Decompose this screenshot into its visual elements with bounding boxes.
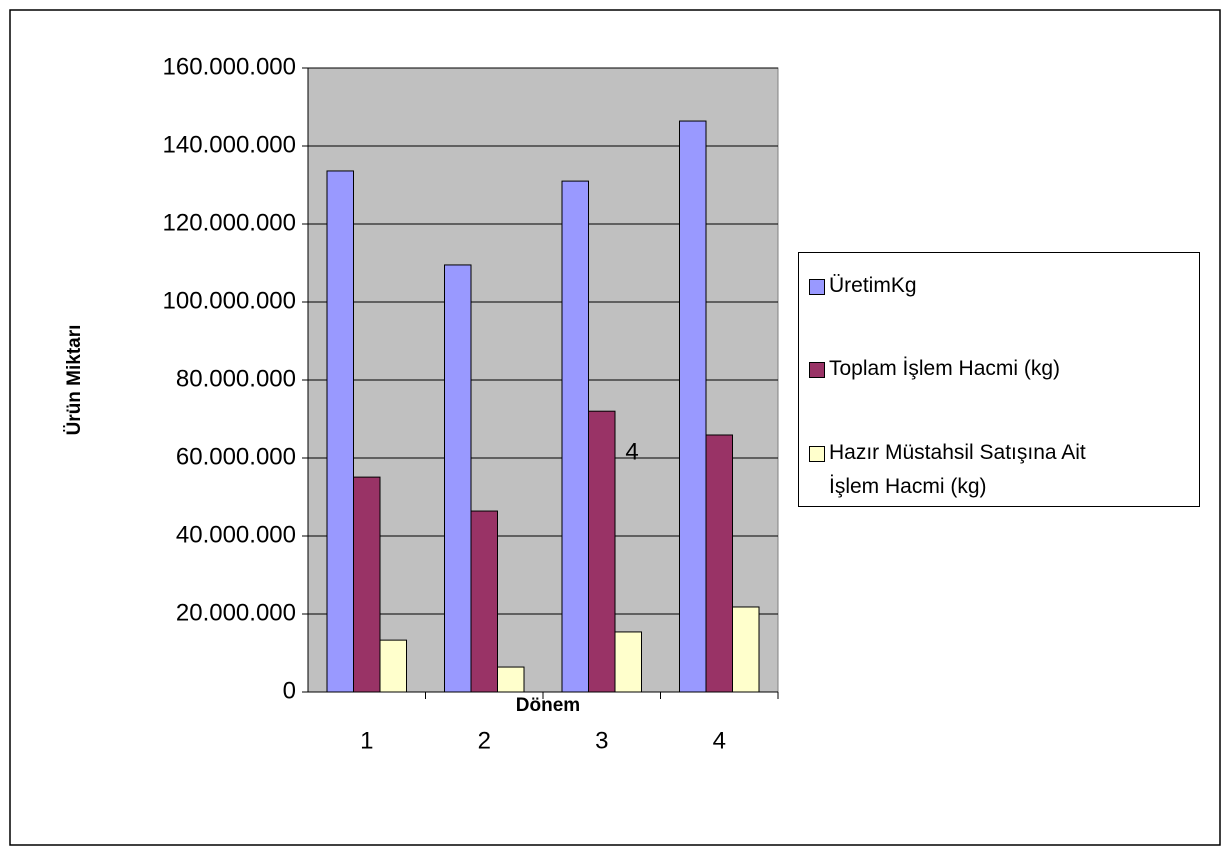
- legend-swatch: [809, 446, 825, 462]
- legend-label: ÜretimKg: [829, 274, 917, 297]
- bar: [588, 410, 616, 693]
- y-tick-label: 20.000.000: [176, 599, 296, 626]
- legend-item: ÜretimKg: [809, 269, 917, 303]
- bar: [379, 639, 407, 693]
- bar: [326, 170, 354, 693]
- x-tick-label: 3: [595, 727, 608, 754]
- bar: [353, 476, 381, 693]
- y-tick-label: 160.000.000: [163, 53, 296, 80]
- legend-label: Toplam İşlem Hacmi (kg): [829, 357, 1061, 380]
- y-axis-title: Ürün Miktarı: [64, 325, 85, 436]
- x-axis-title: Dönem: [516, 695, 580, 716]
- bar: [732, 606, 760, 693]
- bar: [444, 264, 472, 693]
- y-tick-label: 40.000.000: [176, 521, 296, 548]
- legend-swatch: [809, 279, 825, 295]
- legend-item: Toplam İşlem Hacmi (kg): [809, 352, 1060, 386]
- bar: [561, 180, 589, 693]
- chart-frame: [9, 9, 1221, 846]
- y-tick-label: 100.000.000: [163, 287, 296, 314]
- y-tick-label: 80.000.000: [176, 365, 296, 392]
- x-tick-label: 1: [360, 727, 373, 754]
- y-tick-label: 140.000.000: [163, 131, 296, 158]
- bar: [470, 510, 498, 693]
- bar: [614, 631, 642, 693]
- x-tick-label: 4: [713, 727, 726, 754]
- legend-label: Hazır Müstahsil Satışına Ait İşlem Hacmi…: [829, 441, 1086, 498]
- x-tick-label: 2: [478, 727, 491, 754]
- y-tick-label: 60.000.000: [176, 443, 296, 470]
- y-tick-label: 120.000.000: [163, 209, 296, 236]
- bar: [497, 666, 525, 693]
- bar: [705, 434, 733, 693]
- bar: [679, 120, 707, 693]
- y-tick-label: 0: [283, 677, 296, 704]
- legend-swatch: [809, 362, 825, 378]
- legend-item: Hazır Müstahsil Satışına Ait İşlem Hacmi…: [809, 436, 1097, 504]
- annotation: 4: [625, 438, 638, 465]
- legend: ÜretimKg Toplam İşlem Hacmi (kg) Hazır Müs…: [798, 252, 1200, 507]
